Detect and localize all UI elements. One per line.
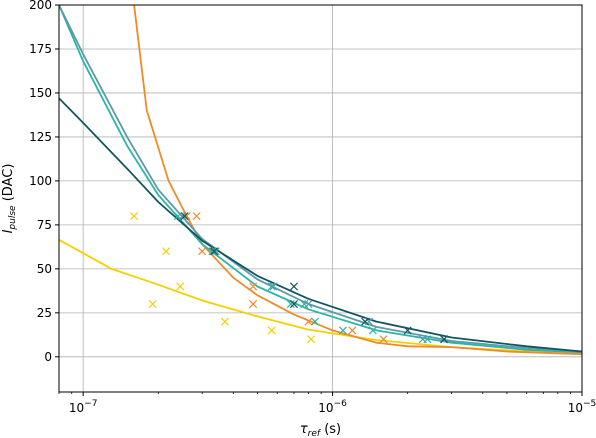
x-axis-label-unit: (s) [320, 422, 341, 437]
y-tick-label: 0 [44, 350, 52, 364]
y-tick-label: 200 [29, 0, 52, 12]
fit-curve-4 [59, 5, 582, 353]
data-point [379, 335, 388, 344]
y-tick-label: 100 [29, 174, 52, 188]
data-points [130, 212, 449, 344]
data-point [208, 247, 217, 256]
x-tick-label: 10−5 [568, 399, 596, 415]
data-point [418, 335, 427, 344]
data-point [368, 326, 377, 335]
data-point [267, 326, 276, 335]
x-tick-label: 10−7 [69, 399, 98, 415]
data-point [304, 300, 313, 309]
data-point [307, 335, 316, 344]
data-point [130, 212, 139, 221]
data-point [310, 317, 320, 326]
fit-curve-2 [133, 5, 582, 356]
y-tick-label: 75 [37, 218, 52, 232]
y-axis-label-unit: (DAC) [1, 164, 16, 206]
data-point [220, 317, 229, 326]
data-point [338, 326, 347, 335]
data-point [178, 212, 187, 221]
y-tick-label: 50 [37, 262, 52, 276]
data-point [440, 335, 449, 344]
data-point [304, 317, 313, 326]
y-axis-label-main: I [1, 229, 16, 233]
data-point [180, 212, 189, 221]
data-point [365, 317, 374, 326]
y-tick-label: 25 [37, 306, 52, 320]
data-point [210, 247, 219, 256]
data-point [348, 326, 357, 335]
data-point [198, 247, 207, 256]
y-tick-label: 125 [29, 130, 52, 144]
data-point [162, 247, 171, 256]
data-point [267, 282, 276, 291]
data-point [289, 282, 298, 291]
data-point [176, 282, 185, 291]
data-point [249, 300, 258, 309]
data-point [249, 282, 258, 291]
data-point [361, 317, 370, 326]
data-point [269, 282, 278, 291]
y-axis-label-sub: pulse [8, 205, 18, 231]
data-point [148, 300, 157, 309]
x-tick-label: 10−6 [318, 399, 347, 415]
data-point [192, 212, 201, 221]
x-axis-label: τref (s) [300, 422, 341, 438]
x-axis-ticks: 10−7 10−6 10−5 [58, 392, 596, 415]
fit-curves [59, 5, 582, 356]
data-point [286, 300, 295, 309]
y-axis-ticks: 0 25 50 75 100 125 150 175 200 [29, 0, 59, 364]
x-axis-label-sub: ref [308, 429, 322, 438]
fit-curve-1 [59, 239, 582, 356]
y-axis-label: Ipulse (DAC) [1, 164, 18, 234]
data-point [403, 326, 412, 335]
x-axis-label-main: τ [300, 422, 308, 437]
plot-frame [58, 4, 583, 393]
y-tick-label: 175 [29, 42, 52, 56]
y-tick-label: 150 [29, 86, 52, 100]
grid-lines [59, 4, 583, 392]
fit-curve-3 [59, 5, 582, 354]
data-point [289, 300, 298, 309]
data-point [211, 247, 220, 256]
fit-curve-5 [59, 97, 582, 353]
